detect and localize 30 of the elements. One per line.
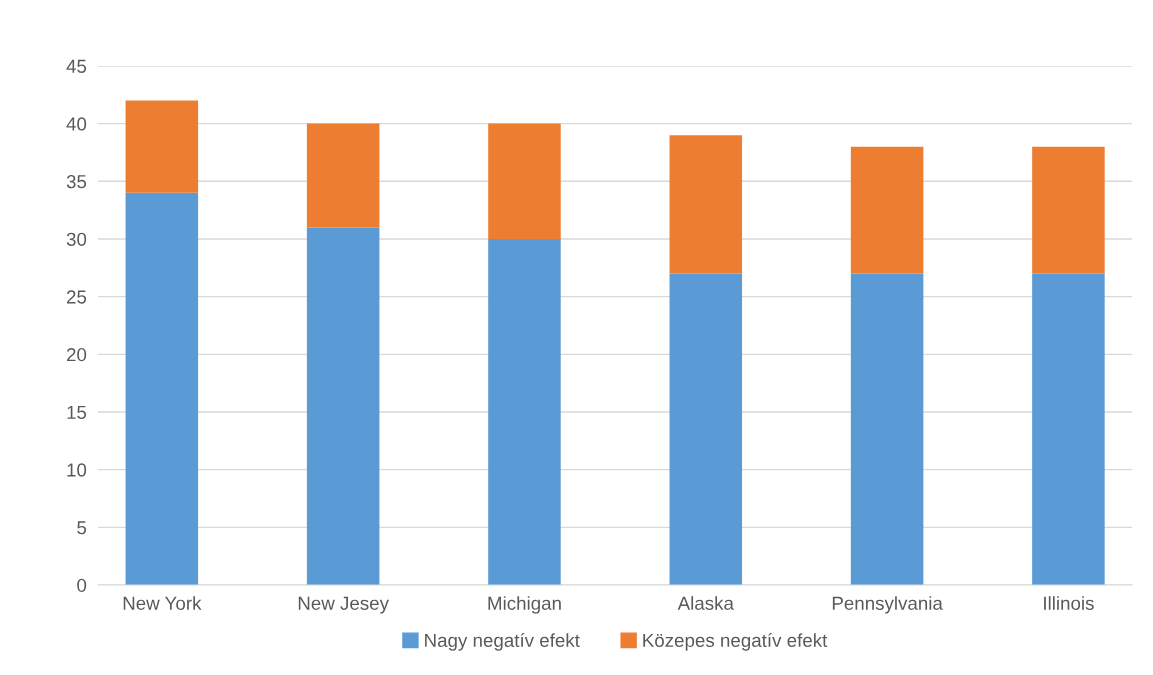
y-tick-label: 5	[77, 521, 87, 535]
x-tick-label: Michigan	[488, 596, 561, 614]
bar	[850, 146, 924, 274]
x-tick-label: Illinois	[1044, 596, 1094, 610]
y-tick-label: 15	[67, 405, 87, 419]
bar	[850, 273, 924, 586]
bar	[125, 192, 199, 586]
y-tick-label: 0	[77, 578, 87, 592]
x-tick-label: Alaska	[677, 596, 734, 610]
x-tick-label: New Jesey	[298, 596, 389, 614]
bar	[1032, 273, 1105, 586]
bar	[488, 123, 561, 239]
y-tick-label: 30	[66, 232, 87, 246]
y-tick-label: 35	[66, 175, 87, 189]
y-tick-label: 40	[66, 117, 87, 131]
legend-label: Közepes negatív efekt	[643, 633, 828, 651]
bar	[306, 227, 380, 586]
legend-label: Nagy negatív efekt	[425, 633, 580, 651]
bar	[669, 273, 743, 586]
bar	[306, 123, 380, 228]
y-tick-label: 10	[67, 463, 87, 477]
bar	[125, 100, 199, 193]
x-tick-label: New York	[123, 596, 202, 610]
y-tick-label: 45	[66, 59, 87, 73]
bar	[1032, 146, 1105, 274]
y-tick-label: 25	[66, 290, 87, 304]
bar	[669, 135, 743, 274]
y-tick-label: 20	[66, 348, 87, 362]
x-tick-label: Pennsylvania	[832, 596, 943, 614]
bar	[488, 238, 561, 586]
